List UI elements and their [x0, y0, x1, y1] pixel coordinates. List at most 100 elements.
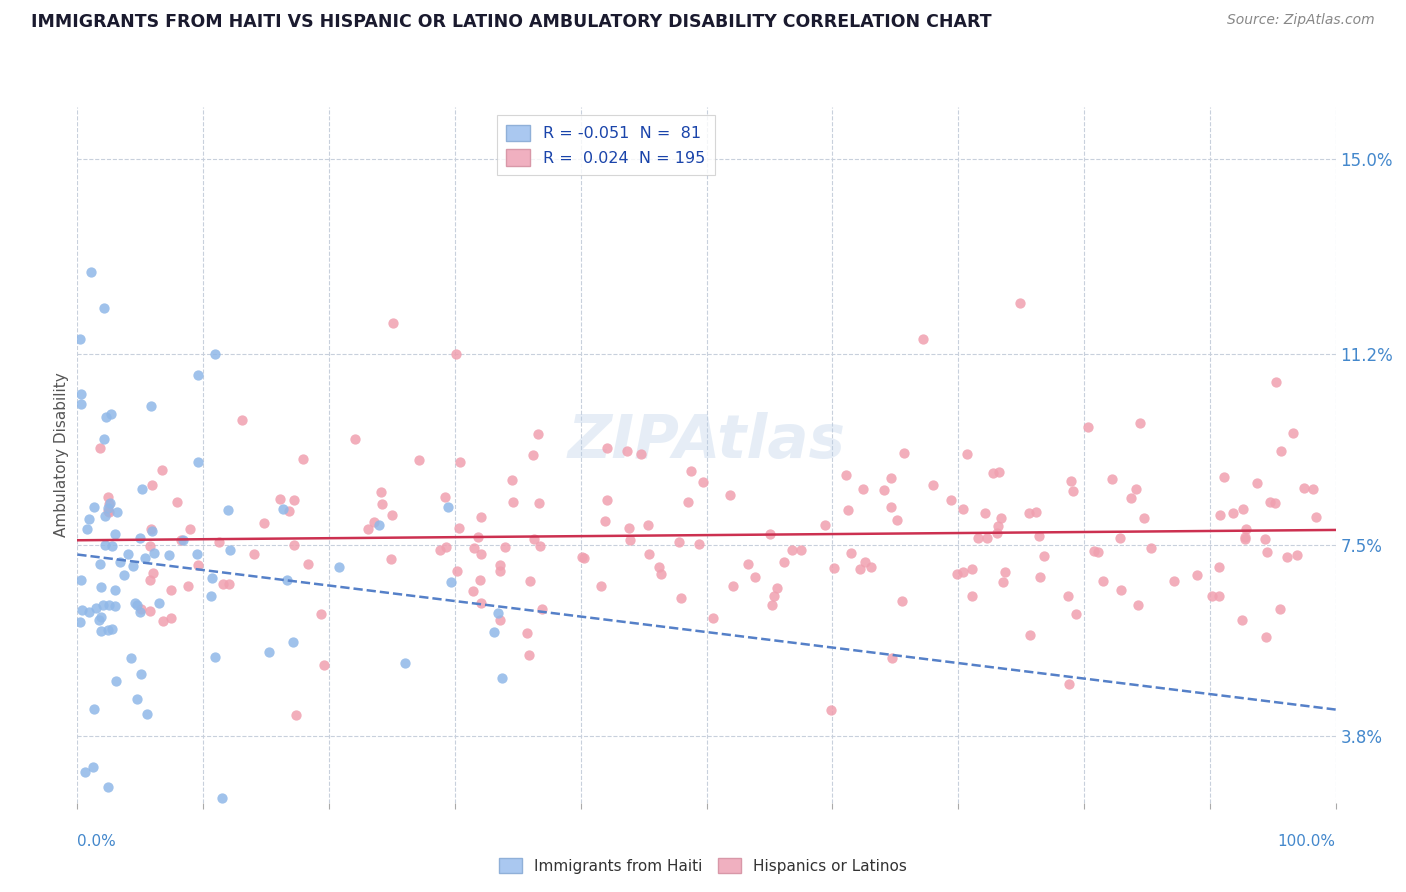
Point [814, 518, 837, 533]
Point [285, 708, 308, 723]
Point [139, 399, 162, 413]
Point [104, 527, 127, 541]
Point [1187, 568, 1209, 582]
Point [692, 475, 714, 490]
Point [527, 427, 550, 442]
Point [101, 539, 124, 553]
Point [679, 464, 702, 478]
Point [200, 589, 222, 603]
Point [1270, 443, 1292, 458]
Point [408, 452, 430, 467]
Point [177, 579, 200, 593]
Point [853, 555, 876, 569]
Point [449, 455, 471, 469]
Point [571, 549, 593, 564]
Point [281, 635, 304, 649]
Point [83, 500, 105, 514]
Point [297, 557, 319, 571]
Point [491, 672, 513, 686]
Point [381, 508, 404, 522]
Point [766, 582, 789, 596]
Point [921, 477, 943, 491]
Point [84, 601, 107, 615]
Legend: R = -0.051  N =  81, R =  0.024  N = 195: R = -0.051 N = 81, R = 0.024 N = 195 [496, 115, 714, 176]
Point [1201, 590, 1223, 604]
Point [820, 703, 842, 717]
Point [89, 613, 111, 627]
Point [129, 602, 152, 616]
Point [952, 501, 974, 516]
Point [105, 505, 128, 519]
Point [744, 570, 766, 584]
Point [444, 347, 467, 361]
Point [638, 547, 661, 561]
Point [1264, 496, 1286, 510]
Point [880, 500, 903, 514]
Point [138, 539, 160, 553]
Point [1140, 541, 1163, 555]
Point [1010, 296, 1032, 310]
Point [619, 533, 641, 548]
Point [73, 764, 96, 779]
Point [150, 463, 173, 477]
Point [488, 613, 510, 627]
Point [83, 702, 105, 716]
Point [1019, 628, 1042, 642]
Point [98, 505, 121, 519]
Point [1213, 470, 1236, 484]
Point [702, 610, 724, 624]
Point [519, 574, 541, 589]
Point [98, 497, 121, 511]
Point [309, 607, 332, 621]
Point [108, 555, 131, 569]
Point [762, 589, 785, 603]
Point [122, 558, 145, 573]
Point [470, 547, 492, 561]
Point [529, 539, 551, 553]
Point [823, 561, 845, 575]
Point [271, 502, 294, 516]
Point [242, 548, 264, 562]
Point [890, 594, 912, 608]
Point [1233, 533, 1256, 547]
Point [1282, 426, 1305, 441]
Point [489, 564, 512, 578]
Point [1234, 522, 1257, 536]
Point [437, 500, 460, 515]
Point [880, 470, 903, 484]
Point [718, 488, 741, 502]
Point [678, 494, 700, 508]
Point [1083, 544, 1105, 558]
Point [344, 432, 367, 446]
Point [946, 566, 969, 581]
Point [1234, 530, 1257, 544]
Point [278, 504, 301, 518]
Point [461, 583, 484, 598]
Point [283, 538, 305, 552]
Point [1077, 420, 1099, 434]
Point [172, 533, 194, 548]
Point [394, 656, 416, 670]
Point [253, 516, 276, 530]
Point [217, 502, 239, 516]
Point [328, 560, 350, 574]
Point [1253, 532, 1275, 546]
Point [1254, 630, 1277, 644]
Point [1025, 505, 1047, 519]
Point [880, 650, 903, 665]
Point [616, 444, 638, 458]
Point [69, 332, 91, 346]
Point [160, 582, 183, 597]
Point [371, 498, 394, 512]
Point [523, 532, 546, 546]
Point [851, 482, 873, 496]
Point [94, 538, 117, 552]
Point [463, 541, 485, 556]
Point [446, 564, 468, 578]
Point [987, 466, 1010, 480]
Point [127, 692, 149, 706]
Point [120, 651, 142, 665]
Point [136, 707, 159, 722]
Point [434, 540, 457, 554]
Point [1265, 375, 1288, 389]
